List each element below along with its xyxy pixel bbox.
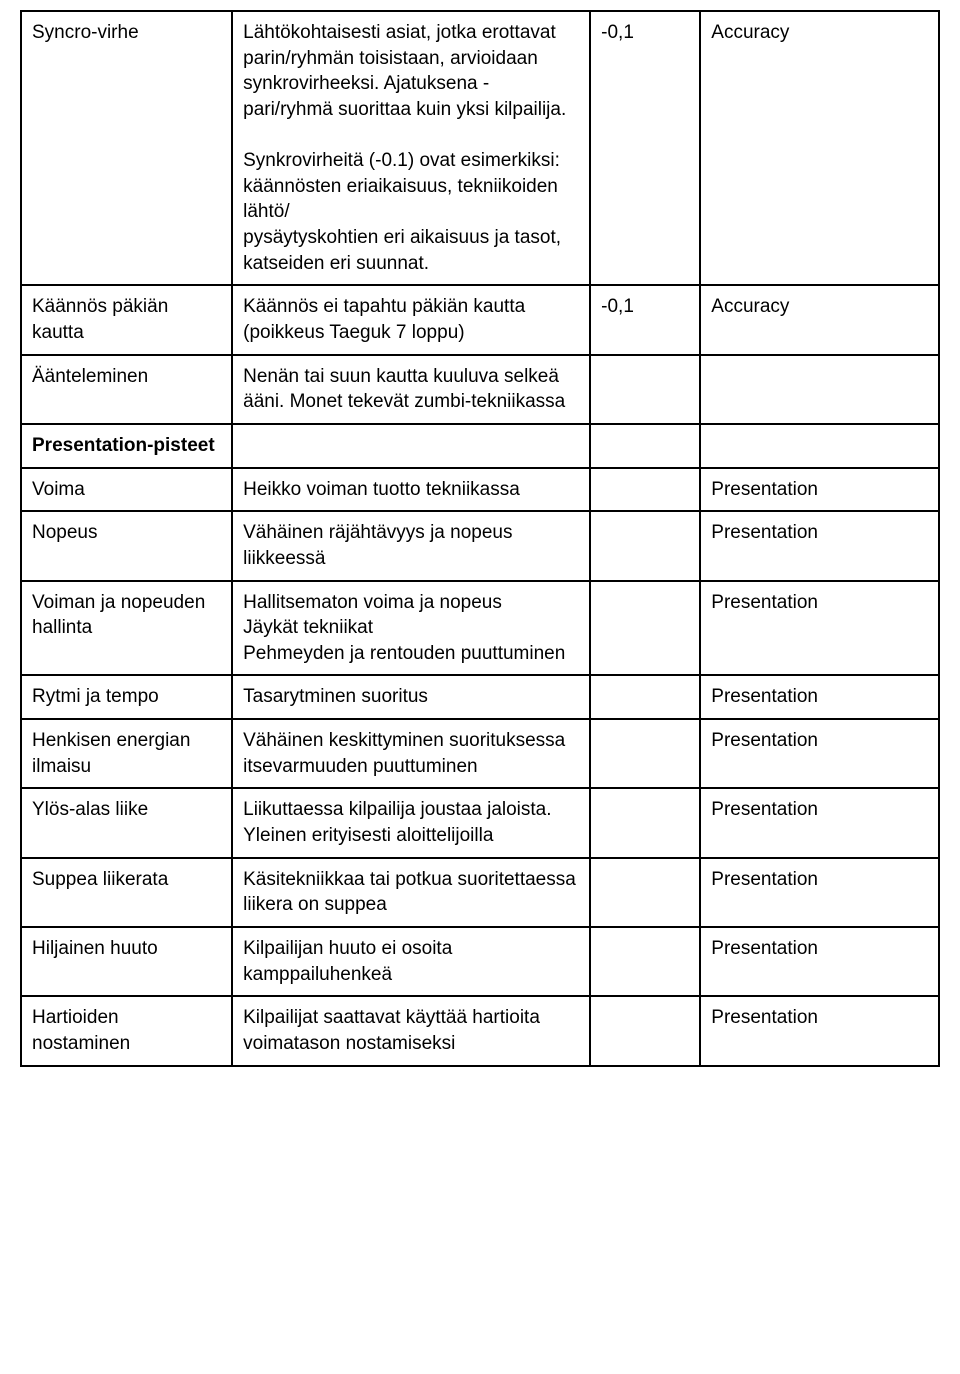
cell-value: -0,1: [590, 285, 700, 354]
cell-term: Nopeus: [21, 511, 232, 580]
table-row: Henkisen energian ilmaisu Vähäinen keski…: [21, 719, 939, 788]
table-row: Ylös-alas liike Liikuttaessa kilpailija …: [21, 788, 939, 857]
cell-term: Ylös-alas liike: [21, 788, 232, 857]
cell-value: [590, 355, 700, 424]
cell-category: Presentation: [700, 927, 939, 996]
table-row: Rytmi ja tempo Tasarytminen suoritus Pre…: [21, 675, 939, 719]
cell-category: Presentation: [700, 511, 939, 580]
table-row: Nopeus Vähäinen räjähtävyys ja nopeus li…: [21, 511, 939, 580]
cell-value: [590, 424, 700, 468]
table-row: Syncro-virhe Lähtökohtaisesti asiat, jot…: [21, 11, 939, 285]
cell-value: -0,1: [590, 11, 700, 285]
cell-description: Vähäinen keskittyminen suorituksessaitse…: [232, 719, 590, 788]
cell-value: [590, 511, 700, 580]
cell-description: Käännös ei tapahtu päkiän kautta (poikke…: [232, 285, 590, 354]
cell-description: Tasarytminen suoritus: [232, 675, 590, 719]
cell-term: Hiljainen huuto: [21, 927, 232, 996]
cell-value: [590, 858, 700, 927]
paragraph-gap: [243, 123, 579, 149]
criteria-table: Syncro-virhe Lähtökohtaisesti asiat, jot…: [20, 10, 940, 1067]
table-row: Hartioiden nostaminen Kilpailijat saatta…: [21, 996, 939, 1065]
cell-value: [590, 675, 700, 719]
cell-category: Presentation: [700, 581, 939, 676]
cell-category: Presentation: [700, 996, 939, 1065]
cell-description: Käsitekniikkaa tai potkua suoritettaessa…: [232, 858, 590, 927]
cell-description: Liikuttaessa kilpailija joustaa jaloista…: [232, 788, 590, 857]
cell-term: Henkisen energian ilmaisu: [21, 719, 232, 788]
cell-value: [590, 788, 700, 857]
cell-category: Presentation: [700, 858, 939, 927]
cell-description: Kilpailijat saattavat käyttää hartioita …: [232, 996, 590, 1065]
table-row: Presentation-pisteet: [21, 424, 939, 468]
table-row: Voima Heikko voiman tuotto tekniikassa P…: [21, 468, 939, 512]
cell-term: Syncro-virhe: [21, 11, 232, 285]
description-paragraph: Synkrovirheitä (-0.1) ovat esimerkiksi:k…: [243, 150, 561, 274]
table-row: Suppea liikerata Käsitekniikkaa tai potk…: [21, 858, 939, 927]
cell-section-heading: Presentation-pisteet: [21, 424, 232, 468]
cell-term: Voiman ja nopeuden hallinta: [21, 581, 232, 676]
cell-value: [590, 581, 700, 676]
cell-category: [700, 355, 939, 424]
cell-value: [590, 719, 700, 788]
table-row: Käännös päkiän kautta Käännös ei tapahtu…: [21, 285, 939, 354]
cell-category: Presentation: [700, 719, 939, 788]
cell-description: Nenän tai suun kautta kuuluva selkeä ään…: [232, 355, 590, 424]
cell-category: Presentation: [700, 675, 939, 719]
cell-description: Kilpailijan huuto ei osoita kamppailuhen…: [232, 927, 590, 996]
table-row: Voiman ja nopeuden hallinta Hallitsemato…: [21, 581, 939, 676]
cell-value: [590, 927, 700, 996]
cell-term: Voima: [21, 468, 232, 512]
cell-description: [232, 424, 590, 468]
cell-description: Hallitsematon voima ja nopeusJäykät tekn…: [232, 581, 590, 676]
cell-term: Suppea liikerata: [21, 858, 232, 927]
cell-description: Heikko voiman tuotto tekniikassa: [232, 468, 590, 512]
cell-category: Accuracy: [700, 285, 939, 354]
description-paragraph: Lähtökohtaisesti asiat, jotka erottavat …: [243, 22, 566, 120]
table-row: Hiljainen huuto Kilpailijan huuto ei oso…: [21, 927, 939, 996]
table-row: Äänteleminen Nenän tai suun kautta kuulu…: [21, 355, 939, 424]
cell-term: Äänteleminen: [21, 355, 232, 424]
cell-description: Lähtökohtaisesti asiat, jotka erottavat …: [232, 11, 590, 285]
cell-category: [700, 424, 939, 468]
cell-category: Presentation: [700, 468, 939, 512]
cell-category: Presentation: [700, 788, 939, 857]
cell-value: [590, 996, 700, 1065]
cell-term: Käännös päkiän kautta: [21, 285, 232, 354]
cell-category: Accuracy: [700, 11, 939, 285]
cell-term: Rytmi ja tempo: [21, 675, 232, 719]
cell-term: Hartioiden nostaminen: [21, 996, 232, 1065]
cell-description: Vähäinen räjähtävyys ja nopeus liikkeess…: [232, 511, 590, 580]
cell-value: [590, 468, 700, 512]
